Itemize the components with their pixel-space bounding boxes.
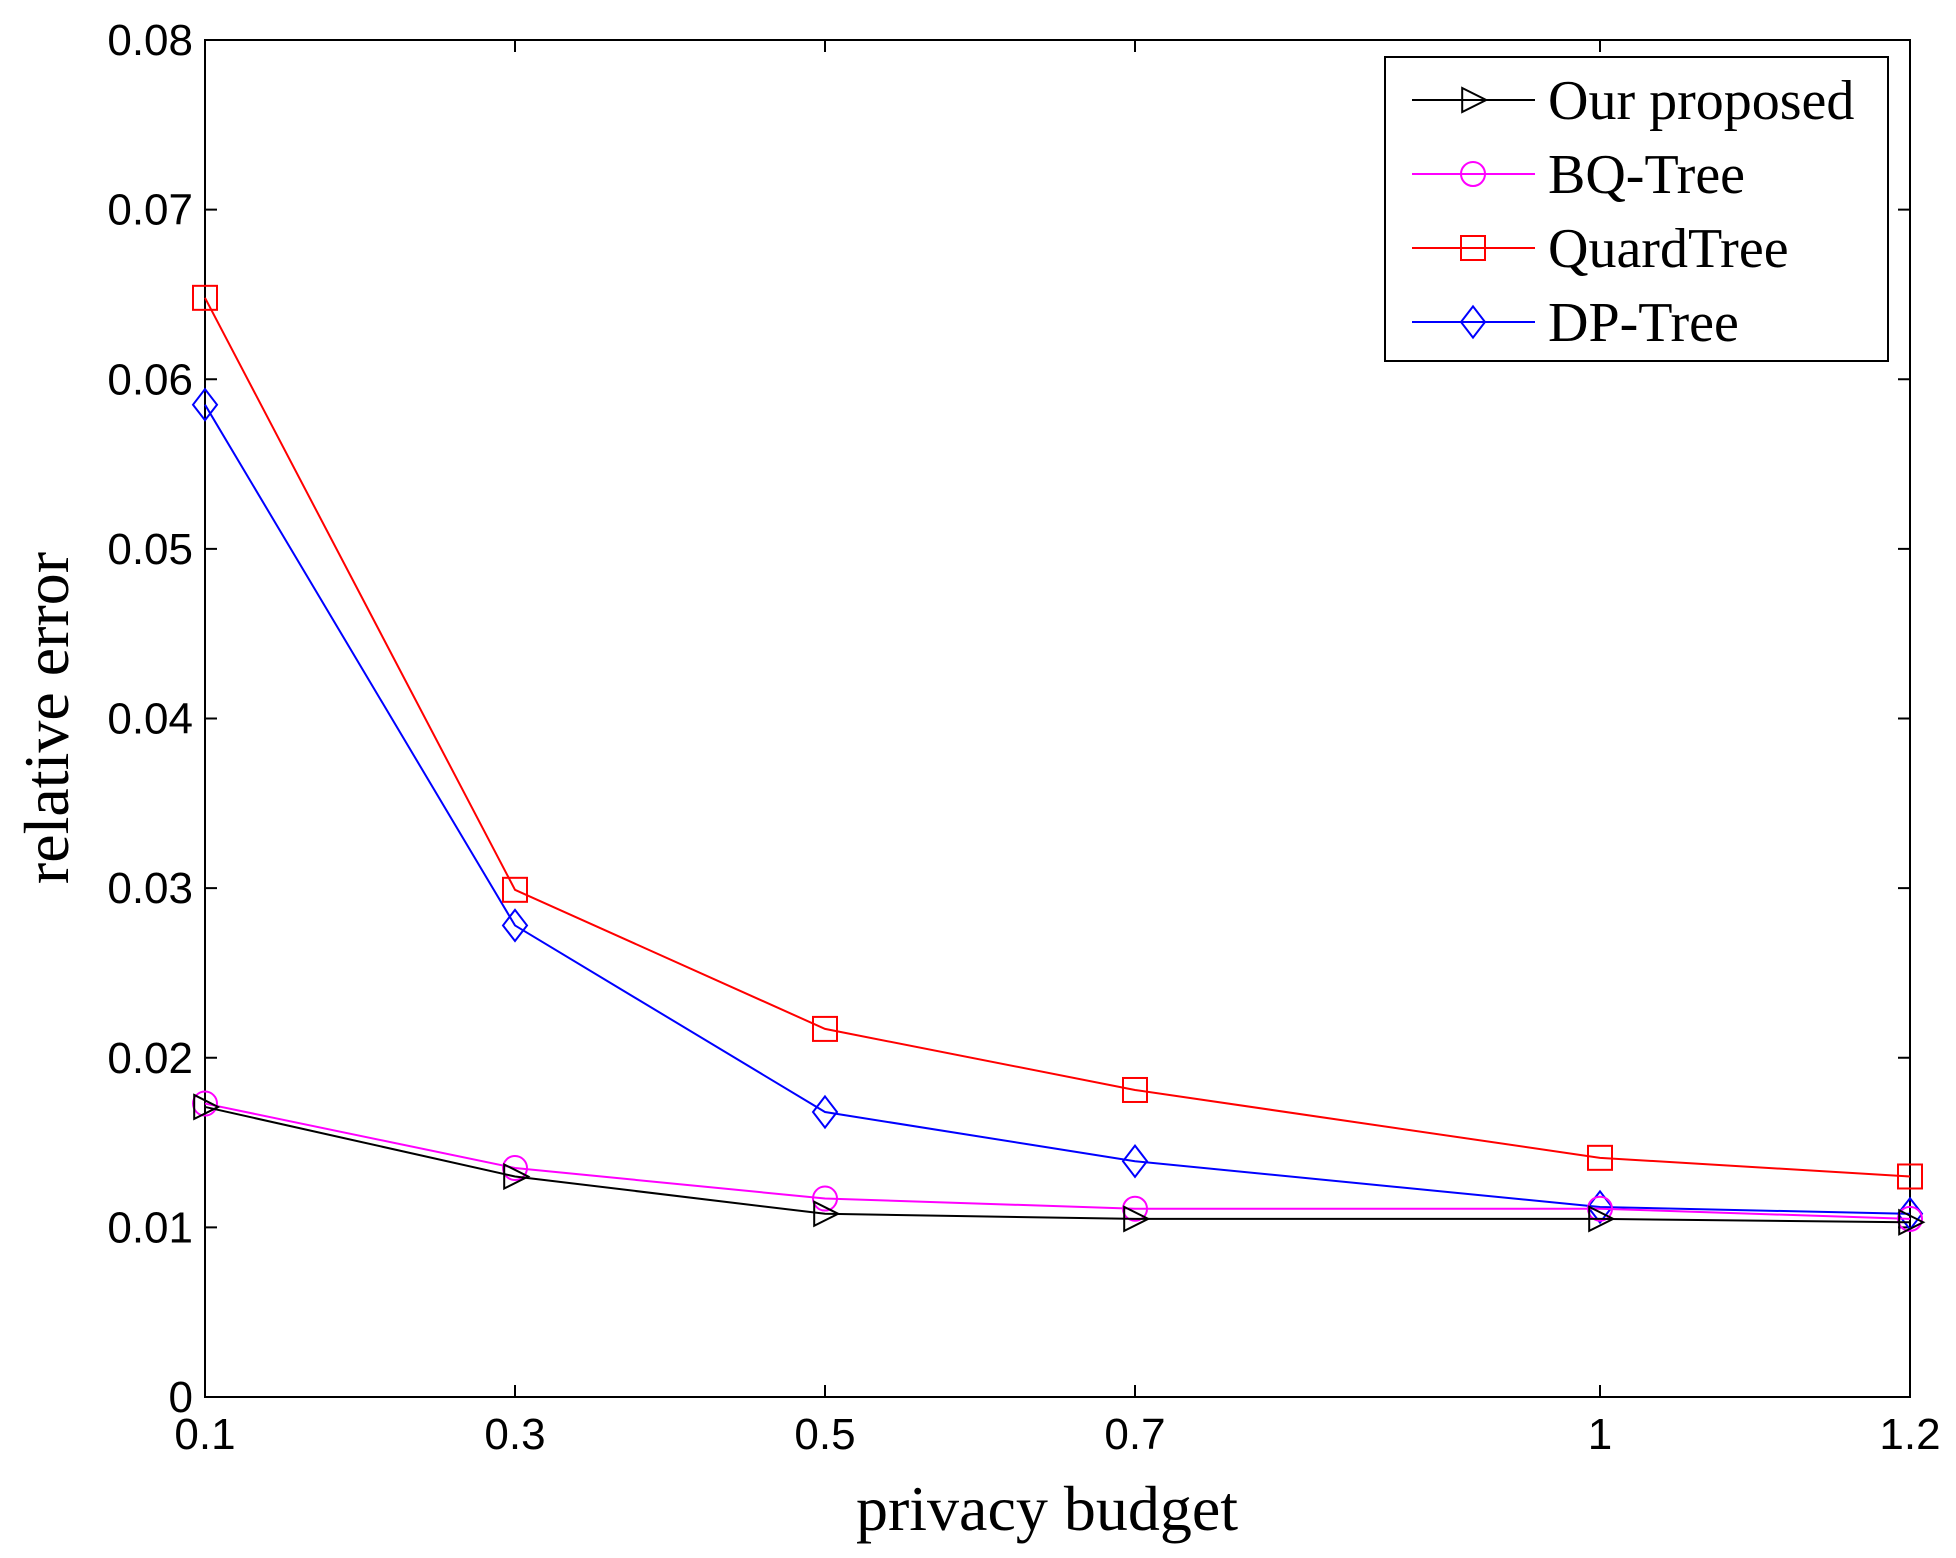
y-tick-label: 0.06 (107, 355, 193, 404)
y-tick-label: 0 (169, 1373, 193, 1422)
legend-marker (1460, 161, 1486, 187)
x-axis: 0.1 0.3 0.5 0.7 1 1.2 (174, 40, 1941, 1459)
y-tick-label: 0.05 (107, 525, 193, 574)
data-point-dp-tree (1121, 1143, 1149, 1179)
legend-label: DP-Tree (1548, 292, 1739, 354)
data-point-quardtree (502, 876, 528, 903)
legend-marker (1461, 86, 1489, 114)
x-tick-label: 1 (1588, 1410, 1612, 1459)
x-tick-label: 0.7 (1104, 1410, 1165, 1459)
data-point-dp-tree (191, 387, 219, 422)
legend-marker (1459, 304, 1487, 340)
legend-label: QuardTree (1548, 218, 1789, 280)
data-point-bq-tree (192, 1090, 218, 1117)
y-tick-label: 0.01 (107, 1203, 193, 1252)
series-line-quardtree (204, 297, 1911, 1178)
y-tick-label: 0.04 (107, 695, 193, 744)
data-point-quardtree (812, 1015, 838, 1042)
data-point-our-proposed (1898, 1208, 1926, 1236)
legend-marker (1460, 235, 1486, 261)
data-point-quardtree (1897, 1163, 1923, 1190)
series-line-bq-tree (204, 1102, 1911, 1220)
y-tick-label: 0.08 (107, 16, 193, 65)
data-point-bq-tree (502, 1155, 528, 1182)
y-tick-label: 0.02 (107, 1034, 193, 1083)
data-point-dp-tree (1586, 1189, 1614, 1225)
y-axis-title: relative error (11, 552, 82, 884)
data-point-bq-tree (812, 1185, 838, 1212)
series-bq-tree (192, 1090, 1923, 1232)
data-point-our-proposed (193, 1093, 221, 1121)
legend: Our proposed BQ-Tree QuardTree DP-Tree (1384, 56, 1889, 362)
data-point-bq-tree (1122, 1195, 1148, 1222)
legend-item-quardtree: QuardTree (1412, 218, 1789, 280)
legend-label: Our proposed (1548, 70, 1854, 132)
data-point-bq-tree (1587, 1195, 1613, 1222)
data-point-dp-tree (811, 1094, 839, 1130)
data-point-dp-tree (501, 908, 529, 943)
x-tick-label: 0.3 (484, 1410, 545, 1459)
data-point-our-proposed (1588, 1205, 1616, 1233)
x-tick-label: 0.1 (174, 1410, 235, 1459)
data-point-quardtree (1122, 1076, 1148, 1103)
y-tick-label: 0.03 (107, 864, 193, 913)
legend-label: BQ-Tree (1548, 144, 1745, 206)
series-line-dp-tree (204, 404, 1911, 1215)
y-axis: 0 0.01 0.02 0.03 0.04 0.05 0.06 0.07 0.08 (107, 16, 1910, 1422)
x-axis-title: privacy budget (856, 1473, 1238, 1544)
y-tick-label: 0.07 (107, 186, 193, 235)
data-point-our-proposed (813, 1200, 841, 1228)
series-line-our-proposed (204, 1105, 1911, 1224)
data-point-quardtree (1587, 1144, 1613, 1171)
series-layer (191, 284, 1926, 1236)
data-point-our-proposed (1123, 1205, 1151, 1233)
series-dp-tree (191, 387, 1924, 1232)
legend-item-dp-tree: DP-Tree (1412, 292, 1739, 354)
data-point-bq-tree (1897, 1205, 1923, 1232)
legend-item-our-proposed: Our proposed (1412, 70, 1854, 132)
data-point-quardtree (192, 284, 218, 311)
data-point-our-proposed (503, 1162, 531, 1191)
x-tick-label: 1.2 (1879, 1410, 1940, 1459)
x-tick-label: 0.5 (794, 1410, 855, 1459)
series-our-proposed (193, 1093, 1926, 1236)
legend-item-bq-tree: BQ-Tree (1412, 144, 1745, 206)
series-quardtree (192, 284, 1923, 1190)
